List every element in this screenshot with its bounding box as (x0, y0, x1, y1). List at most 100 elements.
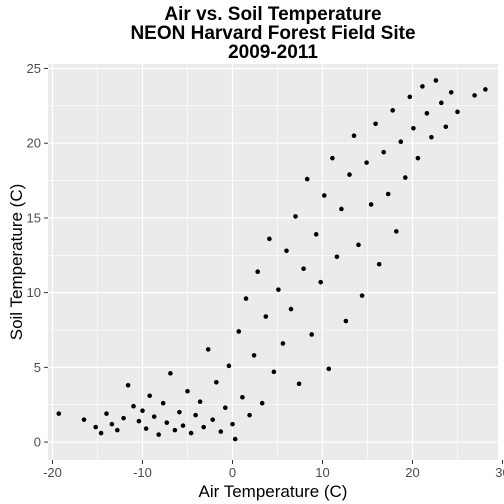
x-tick-label: -20 (43, 465, 62, 480)
data-point (376, 261, 382, 267)
data-point (180, 423, 186, 428)
data-point (177, 409, 182, 415)
data-point (394, 229, 399, 234)
data-point (439, 100, 444, 106)
chart-title-line-2: NEON Harvard Forest Field Site (130, 23, 415, 44)
data-point (448, 90, 454, 95)
data-point (125, 382, 131, 388)
data-point (373, 121, 378, 127)
data-points (56, 78, 488, 442)
plot-panel (48, 64, 498, 460)
data-point (259, 400, 265, 406)
data-point (301, 266, 306, 272)
data-point (347, 172, 352, 177)
y-tick-label: 0 (34, 435, 41, 450)
data-point (326, 366, 332, 372)
data-point (385, 191, 391, 197)
data-point (429, 134, 434, 140)
data-point (251, 353, 257, 358)
data-point (121, 415, 126, 421)
data-point (356, 242, 361, 248)
data-point (240, 394, 245, 400)
data-point (455, 109, 460, 115)
data-point (140, 408, 145, 413)
data-point (236, 329, 242, 334)
data-point (364, 160, 369, 165)
data-point (201, 424, 206, 430)
data-point (243, 296, 249, 301)
data-point (334, 254, 340, 260)
x-axis-title: Air Temperature (C) (199, 482, 348, 501)
data-point (160, 400, 166, 406)
data-point (197, 399, 203, 405)
data-point (247, 412, 252, 418)
data-point (276, 287, 281, 292)
data-point (93, 424, 98, 430)
x-tick-label: 30 (495, 465, 504, 480)
data-point (288, 306, 294, 312)
data-point (368, 202, 374, 207)
y-axis-ticks: 0 5 10 15 20 25 (27, 61, 48, 450)
data-point (483, 87, 488, 92)
data-point (232, 436, 238, 442)
data-point (164, 420, 170, 425)
chart-title: Air vs. Soil Temperature NEON Harvard Fo… (130, 4, 415, 63)
data-point (218, 429, 224, 434)
x-tick-label: -10 (133, 465, 152, 480)
data-point (424, 111, 430, 116)
data-point (381, 149, 387, 155)
data-point (214, 379, 219, 385)
data-point (390, 108, 396, 113)
data-point (398, 139, 404, 145)
data-point (136, 418, 142, 424)
y-axis-title: Soil Temperature (C) (7, 184, 26, 341)
data-point (280, 341, 286, 346)
data-point (420, 84, 425, 89)
data-point (156, 432, 161, 437)
y-tick-label: 5 (34, 360, 41, 375)
data-point (330, 155, 335, 161)
x-tick-label: 20 (405, 465, 419, 480)
data-point (403, 175, 408, 180)
data-point (185, 388, 190, 394)
data-point (318, 279, 324, 285)
data-point (98, 430, 104, 436)
chart-title-line-3: 2009-2011 (228, 42, 318, 63)
grid-lines (48, 64, 504, 460)
data-point (351, 133, 357, 139)
data-point (407, 94, 413, 100)
data-point (205, 347, 211, 352)
data-point (293, 214, 298, 219)
y-tick-label: 10 (27, 285, 41, 300)
data-point (210, 417, 215, 422)
data-point (343, 318, 349, 324)
x-tick-label: 10 (315, 465, 329, 480)
data-point (443, 124, 449, 130)
data-point (193, 412, 198, 418)
data-point (339, 206, 344, 212)
data-point (109, 421, 115, 427)
data-point (255, 269, 260, 275)
data-point (188, 430, 194, 436)
data-point (147, 393, 152, 399)
data-point (304, 176, 310, 182)
data-point (322, 193, 327, 198)
data-point (472, 93, 477, 98)
data-point (309, 332, 315, 337)
x-tick-label: 0 (229, 465, 236, 480)
x-axis-ticks: -20 -10 0 10 20 30 (43, 460, 504, 480)
y-tick-label: 15 (27, 210, 41, 225)
chart-title-line-1: Air vs. Soil Temperature (164, 4, 381, 25)
data-point (313, 232, 319, 237)
data-point (411, 125, 416, 131)
data-point (359, 293, 365, 298)
data-point (81, 417, 87, 422)
data-point (263, 314, 269, 319)
data-point (223, 405, 228, 410)
data-point (143, 426, 149, 431)
y-tick-label: 20 (27, 136, 41, 151)
data-point (56, 411, 62, 416)
data-point (230, 421, 235, 427)
data-point (415, 155, 421, 161)
